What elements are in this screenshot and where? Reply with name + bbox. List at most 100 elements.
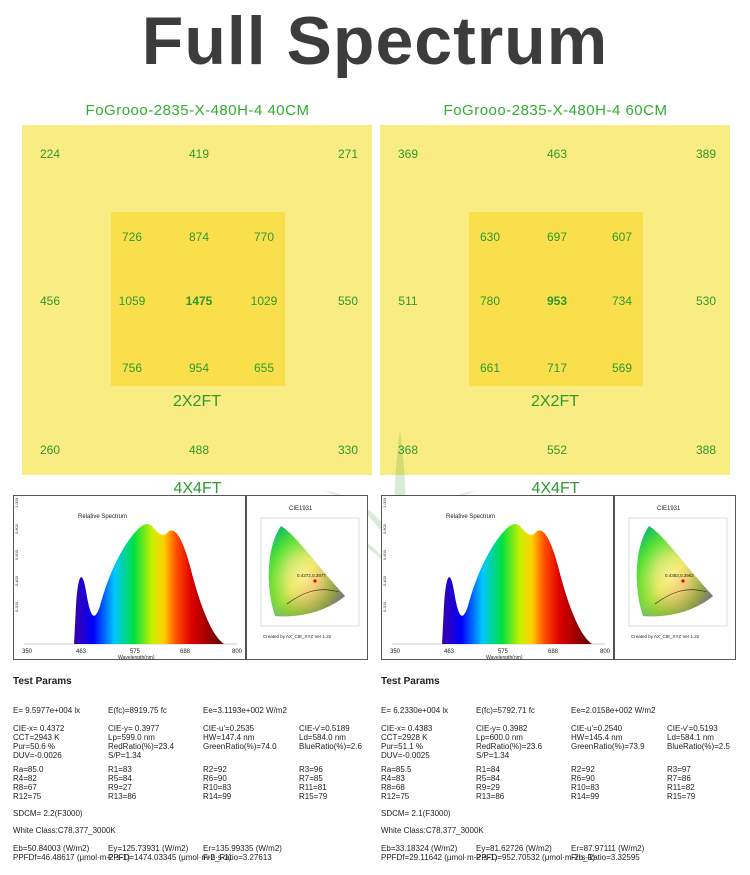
ppfd-value: 368 <box>397 443 419 457</box>
ytick-label: 0.200 <box>382 601 387 612</box>
ppfd-value: 734 <box>611 294 633 308</box>
param-value: R5=84 <box>476 774 500 783</box>
outer-size-label: 4X4FT <box>173 480 222 497</box>
ppfd-value: 726 <box>121 230 143 244</box>
inner-area-2x2 <box>111 212 285 386</box>
param-value: R13=86 <box>476 792 505 801</box>
param-value: R14=99 <box>571 792 600 801</box>
xtick-label: 575 <box>498 649 509 655</box>
ytick-label: 0.600 <box>382 549 387 560</box>
ytick-label: 0.400 <box>14 575 19 586</box>
param-value: R7=85 <box>299 774 323 783</box>
cie-point <box>681 579 685 583</box>
param-value: R11=81 <box>299 783 327 792</box>
outer-size-label: 4X4FT <box>531 480 580 497</box>
param-value: R15=79 <box>667 792 696 801</box>
param-value: R4=82 <box>13 774 37 783</box>
param-value: White Class:C78.377_3000K <box>381 826 484 835</box>
xtick-label: 350 <box>22 649 33 655</box>
param-value: CIE-y= 0.3977 <box>108 724 160 733</box>
ppfd-value: 756 <box>121 361 143 375</box>
ppfd-value: 770 <box>253 230 275 244</box>
ppfd-value: 550 <box>337 294 359 308</box>
spectrum-svg: Relative Spectrum 1.000 0.800 0.600 0.40… <box>14 497 243 661</box>
param-value: CIE-x= 0.4383 <box>381 724 433 733</box>
cie-point-label: 0.4372,0.3977 <box>297 573 326 578</box>
x-axis-label: Wavelength(nm) <box>118 655 155 661</box>
param-value: Ld=584.0 nm <box>299 733 346 742</box>
x-axis-label: Wavelength(nm) <box>486 655 523 661</box>
param-value: Pur=50.6 % <box>13 742 56 751</box>
ppfd-value: 389 <box>695 147 717 161</box>
ppfd-value: 369 <box>397 147 419 161</box>
ytick-label: 0.400 <box>382 575 387 586</box>
param-value: Ra=85.5 <box>381 765 412 774</box>
param-value: R10=83 <box>203 783 232 792</box>
ppfd-value: 456 <box>39 294 61 308</box>
ppfd-value: 530 <box>695 294 717 308</box>
ppfd-value: 780 <box>479 294 501 308</box>
ytick-label: 1.000 <box>14 497 19 508</box>
param-value: R2=92 <box>571 765 595 774</box>
cie-credit: Created by AX_CIE_XYZ Ver 1.22 <box>263 634 332 639</box>
xtick-label: 463 <box>76 649 87 655</box>
param-value: RedRatio(%)=23.4 <box>108 742 175 751</box>
param-value: R7=86 <box>667 774 691 783</box>
param-value: Frb_Ratio=3.27613 <box>203 853 272 862</box>
param-value: Ee=3.1193e+002 W/m2 <box>203 706 287 715</box>
xtick-label: 463 <box>444 649 455 655</box>
cie-svg: CIE1931 0.4372,0.3977 Created by AX_CIE_… <box>260 506 360 639</box>
cie1931-chart: CIE1931 0.4372,0.3977 Created by AX_CIE_… <box>246 495 368 660</box>
ppfd-value: 552 <box>546 443 568 457</box>
param-value: R3=97 <box>667 765 691 774</box>
page-title: Full Spectrum <box>141 3 609 79</box>
param-value: R3=96 <box>299 765 323 774</box>
ppfd-value: 224 <box>39 147 61 161</box>
param-value: CIE-v'=0.5189 <box>299 724 350 733</box>
spectrum-title: Relative Spectrum <box>78 514 127 520</box>
param-value: E(fc)=5792.71 fc <box>476 706 535 715</box>
ppfd-center-value: 1475 <box>185 294 213 308</box>
param-value: Lp=599.0 nm <box>108 733 155 742</box>
ppfd-value: 1029 <box>250 294 278 308</box>
param-value: R14=99 <box>203 792 232 801</box>
inner-size-label: 2X2FT <box>172 393 221 410</box>
param-value: CIE-v'=0.5193 <box>667 724 718 733</box>
test-params-title: Test Params <box>381 676 440 687</box>
xtick-label: 800 <box>232 649 243 655</box>
param-value: HW=145.4 nm <box>571 733 623 742</box>
param-value: R8=68 <box>381 783 405 792</box>
ppfd-value: 607 <box>611 230 633 244</box>
param-value: Ld=584.1 nm <box>667 733 714 742</box>
param-value: Er=87.97111 (W/m2) <box>571 844 645 853</box>
param-value: CIE-u'=0.2540 <box>571 724 623 733</box>
spectrum-title: Relative Spectrum <box>446 514 495 520</box>
param-value: PPFDf=29.11642 (μmol·m-2·s-1) <box>381 853 498 862</box>
param-value: DUV=-0.0025 <box>381 751 430 760</box>
xtick-label: 688 <box>180 649 191 655</box>
ppfd-value: 569 <box>611 361 633 375</box>
param-value: R1=83 <box>108 765 132 774</box>
ppfd-value: 697 <box>546 230 568 244</box>
ppfd-value: 271 <box>337 147 359 161</box>
param-value: Ey=81.62726 (W/m2) <box>476 844 552 853</box>
param-value: CIE-u'=0.2535 <box>203 724 255 733</box>
param-value: Er=135.99335 (W/m2) <box>203 844 282 853</box>
param-value: CIE-x= 0.4372 <box>13 724 65 733</box>
param-value: R10=83 <box>571 783 600 792</box>
param-value: R8=67 <box>13 783 37 792</box>
ytick-label: 0.600 <box>14 549 19 560</box>
ppfd-value: 488 <box>188 443 210 457</box>
param-value: GreenRatio(%)=74.0 <box>203 742 277 751</box>
param-value: White Class:C78.377_3000K <box>13 826 116 835</box>
param-value: CIE-y= 0.3982 <box>476 724 528 733</box>
param-value: E= 9.5977e+004 lx <box>13 706 81 715</box>
param-value: GreenRatio(%)=73.9 <box>571 742 645 751</box>
cie-point <box>313 579 317 583</box>
param-value: S/P=1.34 <box>108 751 142 760</box>
param-value: HW=147.4 nm <box>203 733 255 742</box>
ytick-label: 0.800 <box>382 523 387 534</box>
param-value: S/P=1.34 <box>476 751 510 760</box>
relative-spectrum-chart: Relative Spectrum 1.000 0.800 0.600 0.40… <box>13 495 246 661</box>
param-value: Frb_Ratio=3.32595 <box>571 853 640 862</box>
